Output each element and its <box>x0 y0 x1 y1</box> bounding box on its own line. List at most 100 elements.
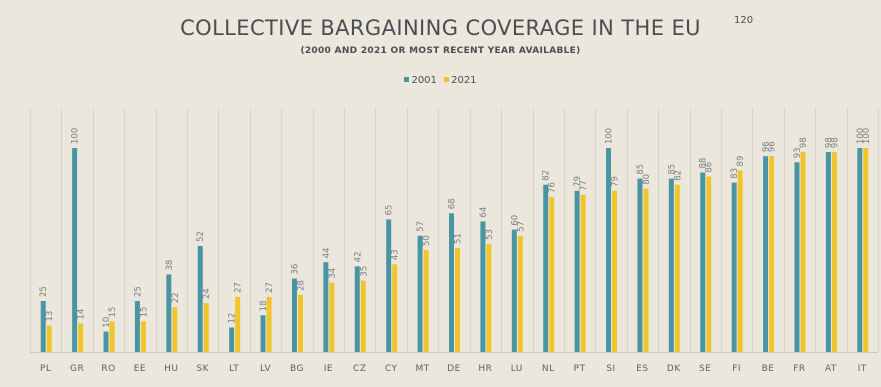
data-label-2021-pt: 77 <box>579 180 589 191</box>
data-label-2001-cy: 65 <box>385 205 395 216</box>
data-label-2001-pl: 25 <box>39 286 49 297</box>
bar-2001-ro <box>104 332 109 352</box>
bar-2021-it <box>863 148 868 352</box>
data-label-2021-cy: 43 <box>391 249 401 260</box>
bar-2021-pt <box>581 195 586 352</box>
data-label-2001-es: 85 <box>636 164 646 175</box>
bar-2001-lu <box>512 230 517 352</box>
bar-2021-si <box>612 191 617 352</box>
data-label-2021-hu: 22 <box>171 292 181 303</box>
data-label-2021-lt: 27 <box>234 282 244 293</box>
bar-2021-fr <box>800 152 805 352</box>
x-tick-label-lt: LT <box>229 364 239 374</box>
bar-2001-hr <box>480 221 485 352</box>
x-tick-label-cy: CY <box>385 364 398 374</box>
bar-2001-dk <box>669 179 674 352</box>
data-label-2021-cz: 35 <box>359 266 369 277</box>
bar-2021-sk <box>204 303 209 352</box>
bar-2001-be <box>763 156 768 352</box>
data-label-2001-gr: 100 <box>71 128 81 144</box>
bar-2021-ro <box>110 321 115 352</box>
data-label-2001-de: 68 <box>448 198 458 209</box>
x-tick-label-ee: EE <box>134 364 146 374</box>
data-label-2021-bg: 28 <box>296 280 306 291</box>
bar-2021-lv <box>267 297 272 352</box>
bar-2001-gr <box>72 148 77 352</box>
bar-2021-de <box>455 248 460 352</box>
data-label-2021-lv: 27 <box>265 282 275 293</box>
bar-2021-lu <box>518 236 523 352</box>
bar-2001-cy <box>386 219 391 352</box>
data-label-2001-hu: 38 <box>165 260 175 271</box>
bar-2001-pl <box>41 301 46 352</box>
bar-2021-lt <box>235 297 240 352</box>
data-label-2021-si: 79 <box>611 176 621 187</box>
data-label-2021-nl: 76 <box>548 182 558 193</box>
bar-2001-nl <box>543 185 548 352</box>
x-tick-label-bg: BG <box>290 364 304 374</box>
bar-2021-pl <box>47 325 52 352</box>
x-tick-label-hu: HU <box>164 364 178 374</box>
data-label-2021-at: 98 <box>830 137 840 148</box>
bar-2021-es <box>643 189 648 352</box>
x-tick-label-mt: MT <box>415 364 429 374</box>
bar-2021-cy <box>392 264 397 352</box>
data-label-2001-bg: 36 <box>290 264 300 275</box>
data-label-2001-mt: 57 <box>416 221 426 232</box>
x-tick-label-be: BE <box>762 364 775 374</box>
bar-2001-cz <box>355 266 360 352</box>
x-tick-label-es: ES <box>636 364 648 374</box>
data-label-2021-pl: 13 <box>45 311 55 322</box>
x-tick-label-ie: IE <box>324 364 333 374</box>
data-label-2021-sk: 24 <box>202 288 212 299</box>
data-label-2021-be: 96 <box>768 141 778 152</box>
bar-2001-lt <box>229 328 234 352</box>
x-tick-label-it: IT <box>858 364 867 374</box>
bar-2021-mt <box>424 250 429 352</box>
bar-2021-gr <box>78 323 83 352</box>
bar-2021-cz <box>361 281 366 352</box>
data-label-2021-it: 100 <box>862 128 872 144</box>
bar-2021-ee <box>141 321 146 352</box>
data-label-2001-cz: 42 <box>353 251 363 262</box>
x-tick-label-si: SI <box>606 364 615 374</box>
data-label-2001-ie: 44 <box>322 247 332 258</box>
data-label-2021-ie: 34 <box>328 268 338 279</box>
bar-2021-ie <box>329 283 334 352</box>
data-label-2021-hr: 53 <box>485 229 495 240</box>
bar-2021-bg <box>298 295 303 352</box>
bar-2021-be <box>769 156 774 352</box>
x-tick-label-pl: PL <box>40 364 51 374</box>
data-label-2021-gr: 14 <box>77 309 87 320</box>
x-tick-label-sk: SK <box>196 364 209 374</box>
x-tick-label-fi: FI <box>732 364 741 374</box>
bar-2001-fi <box>732 183 737 352</box>
data-label-2001-sk: 52 <box>196 231 206 242</box>
bar-2021-hu <box>172 307 177 352</box>
data-label-2001-ee: 25 <box>133 286 143 297</box>
data-label-2021-se: 86 <box>705 162 715 173</box>
data-label-2021-mt: 50 <box>422 235 432 246</box>
bar-2021-se <box>706 177 711 352</box>
bar-2001-es <box>637 179 642 352</box>
x-tick-label-nl: NL <box>542 364 555 374</box>
bar-2001-mt <box>418 236 423 352</box>
bar-2021-fi <box>738 170 743 352</box>
bar-2001-pt <box>575 191 580 352</box>
data-label-2021-dk: 82 <box>673 170 683 181</box>
bar-2021-dk <box>675 185 680 352</box>
bar-2001-it <box>857 148 862 352</box>
bar-2001-fr <box>794 162 799 352</box>
bar-2021-nl <box>549 197 554 352</box>
data-label-2021-lu: 57 <box>516 221 526 232</box>
bar-2021-at <box>832 152 837 352</box>
data-label-2021-ee: 15 <box>139 307 149 318</box>
bar-2001-se <box>700 172 705 352</box>
bar-2021-hr <box>486 244 491 352</box>
x-tick-label-de: DE <box>447 364 461 374</box>
data-label-2001-si: 100 <box>605 128 615 144</box>
data-label-2021-fi: 89 <box>736 156 746 167</box>
x-tick-label-lv: LV <box>260 364 272 374</box>
x-tick-label-hr: HR <box>478 364 492 374</box>
